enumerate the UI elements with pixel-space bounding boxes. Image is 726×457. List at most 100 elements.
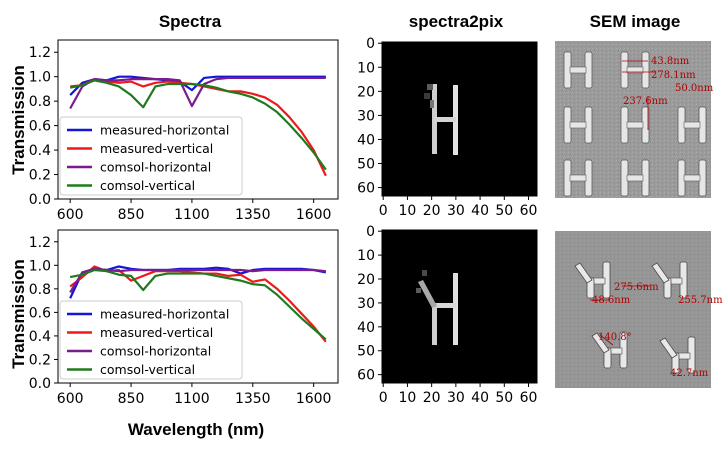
sem-annotations xyxy=(622,60,655,130)
legend-label: comsol-horizontal xyxy=(100,160,211,175)
pix-y-tick-label: 0 xyxy=(366,36,375,52)
y-tick-label: 0.4 xyxy=(29,329,51,345)
ylabel-bottom: Transmission xyxy=(9,259,28,369)
sem-image-top: 43.8nm 278.1nm 50.0nm 237.6nm xyxy=(555,41,714,198)
pix-frame xyxy=(381,229,538,384)
pix-y-tick-label: 50 xyxy=(357,157,375,173)
legend-box xyxy=(59,300,243,380)
y-tick-label: 0.4 xyxy=(29,143,51,159)
pix-background xyxy=(382,230,537,383)
pix-y-tick-label: 20 xyxy=(357,84,375,100)
series-line-comsol-horizontal xyxy=(69,267,326,293)
pix-y-tick-label: 0 xyxy=(366,224,375,240)
x-tick-label: 1600 xyxy=(296,391,332,407)
x-tick-label: 1100 xyxy=(174,391,210,407)
pix-x-tick-label: 50 xyxy=(495,390,513,406)
xlabel: Wavelength (nm) xyxy=(128,420,264,439)
sem-label-angle: 140.8° xyxy=(598,332,632,343)
legend: measured-horizontal measured-vertical coms… xyxy=(59,300,243,380)
pix-x-tick-label: 60 xyxy=(520,390,538,406)
nanostructure-y xyxy=(659,336,696,374)
pix-x-tick-label: 0 xyxy=(379,203,388,219)
sem-label-width: 43.8nm xyxy=(651,56,690,67)
pix-frame xyxy=(381,41,538,197)
legend-box xyxy=(59,116,243,196)
spectra2pix-image-bottom xyxy=(382,230,537,383)
pix-y-tick-label: 60 xyxy=(357,181,375,197)
plot-area xyxy=(57,39,339,200)
series-line-measured-horizontal xyxy=(69,265,327,299)
pix-x-tick-label: 20 xyxy=(423,203,441,219)
pix-y-tick-label: 50 xyxy=(357,344,375,360)
legend-label: comsol-vertical xyxy=(100,178,195,193)
x-tick-label: 850 xyxy=(118,391,145,407)
sem-label-bar: 42.7nm xyxy=(670,368,709,379)
plot-area xyxy=(57,229,339,384)
sem-label-period: 237.6nm xyxy=(623,96,668,107)
pix-y-tick-label: 30 xyxy=(357,108,375,124)
nanostructure-h xyxy=(677,106,707,144)
y-tick-label: 1.0 xyxy=(29,70,51,86)
series-line-comsol-horizontal xyxy=(69,76,326,110)
legend-label: measured-horizontal xyxy=(100,307,229,322)
legend-label: comsol-horizontal xyxy=(100,344,211,359)
legend-label: comsol-vertical xyxy=(100,362,195,377)
pix-y-tick-label: 20 xyxy=(357,272,375,288)
nanostructure-h xyxy=(563,51,593,89)
sem-image-bottom: 275.6nm 48.6nm 255.7nm 140.8° 42.7nm xyxy=(555,231,723,388)
y-tick-label: 0.6 xyxy=(29,305,51,321)
y-tick-label: 0.8 xyxy=(29,282,51,298)
sem-label-width: 48.6nm xyxy=(592,295,631,306)
pix-y-tick-label: 30 xyxy=(357,296,375,312)
legend: measured-horizontal measured-vertical coms… xyxy=(59,116,243,196)
series-line-comsol-vertical xyxy=(69,79,327,171)
y-tick-label: 1.2 xyxy=(29,45,51,61)
y-tick-label: 0.2 xyxy=(29,168,51,184)
x-tick-label: 600 xyxy=(57,391,84,407)
sem-label-period: 255.7nm xyxy=(678,295,723,306)
nanostructure-y xyxy=(574,261,611,299)
nanostructure-h xyxy=(563,159,593,197)
y-tick-label: 0.6 xyxy=(29,119,51,135)
pix-background xyxy=(382,42,537,196)
pix-x-tick-label: 40 xyxy=(471,203,489,219)
x-tick-label: 1100 xyxy=(174,207,210,223)
nanostructure-h xyxy=(620,159,650,197)
nanostructure-y xyxy=(651,261,688,299)
x-tick-label: 1600 xyxy=(296,207,332,223)
spectra2pix-image-top xyxy=(382,42,537,196)
pix-y-tick-label: 40 xyxy=(357,320,375,336)
sem-label-length: 275.6nm xyxy=(614,282,659,293)
title-sem-image: SEM image xyxy=(590,12,681,31)
pix-x-tick-label: 20 xyxy=(423,390,441,406)
pix-x-tick-label: 50 xyxy=(495,203,513,219)
x-tick-label: 850 xyxy=(118,207,145,223)
title-spectra2pix: spectra2pix xyxy=(409,12,504,31)
sem-annotations xyxy=(590,285,650,346)
y-tick-label: 0.0 xyxy=(29,192,51,208)
y-tick-label: 0.8 xyxy=(29,94,51,110)
y-tick-label: 1.2 xyxy=(29,235,51,251)
pix-x-tick-label: 60 xyxy=(520,203,538,219)
pix-x-tick-label: 40 xyxy=(471,390,489,406)
nanostructure-y xyxy=(591,331,628,369)
spectra2pix-axes: 0010102020303040405050606000101020203030… xyxy=(357,36,538,406)
legend-label: measured-horizontal xyxy=(100,123,229,138)
pix-x-tick-label: 0 xyxy=(379,390,388,406)
nanostructure-h xyxy=(677,159,707,197)
y-tick-label: 0.0 xyxy=(29,376,51,392)
pix-y-tick-label: 60 xyxy=(357,368,375,384)
reconstructed-letter-Y xyxy=(416,270,458,345)
nanostructure-h xyxy=(620,106,650,144)
reconstructed-letter-H xyxy=(424,84,458,155)
pix-x-tick-label: 30 xyxy=(447,203,465,219)
pix-x-tick-label: 30 xyxy=(447,390,465,406)
spectra-chart-top: 0.0 0.2 0.4 0.6 0.8 1.0 1.2 600 850 1100 1350 1600 m… xyxy=(29,39,339,223)
sem-label-height: 278.1nm xyxy=(651,70,696,81)
pix-x-tick-label: 10 xyxy=(399,203,417,219)
title-spectra: Spectra xyxy=(159,12,222,31)
pix-y-tick-label: 10 xyxy=(357,248,375,264)
x-tick-label: 1350 xyxy=(235,391,271,407)
x-tick-label: 600 xyxy=(57,207,84,223)
sem-label-bar: 50.0nm xyxy=(675,83,714,94)
